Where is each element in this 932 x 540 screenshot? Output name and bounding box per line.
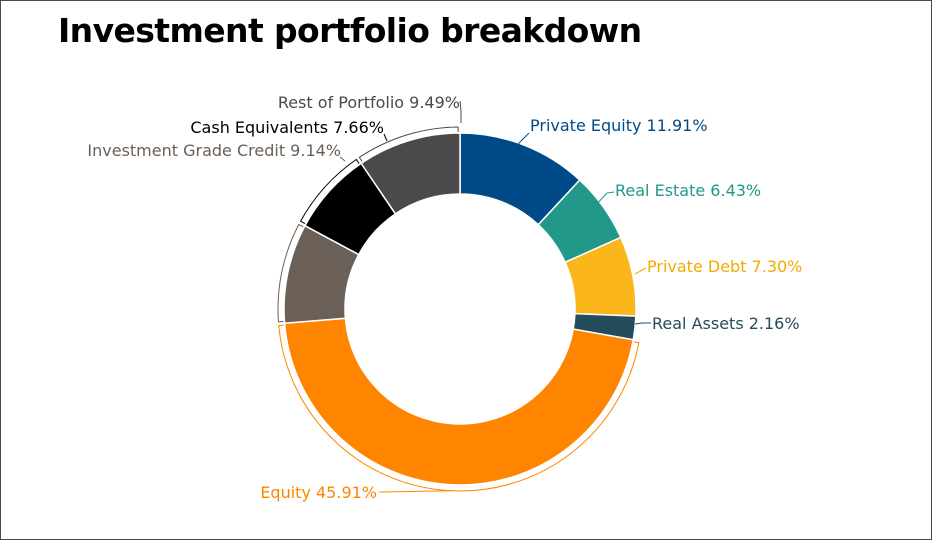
slice-rest-of-portfolio[interactable] — [360, 132, 461, 215]
leader-bracket-cash-equivalents — [299, 158, 360, 225]
slice-label-real-estate: Real Estate 6.43% — [615, 181, 761, 200]
slice-label-cash-equivalents: Cash Equivalents 7.66% — [190, 118, 384, 137]
leader-line-real-assets — [634, 322, 651, 325]
leader-bracket-investment-grade-credit — [277, 223, 304, 323]
leader-line-private-debt — [634, 267, 647, 275]
slice-label-real-assets: Real Assets 2.16% — [652, 314, 800, 333]
slice-group — [283, 132, 637, 486]
label-group: Private Equity 11.91% Real Estate 6.43% Pr… — [87, 93, 802, 502]
leader-line-private-equity — [506, 132, 530, 168]
leader-line-investment-grade-credit — [339, 156, 346, 162]
chart-title: Investment portfolio breakdown — [58, 11, 642, 50]
leader-line-real-estate — [594, 191, 615, 207]
leader-bracket-rest-of-portfolio — [358, 126, 459, 162]
leader-line-cash-equivalents — [383, 133, 388, 142]
leader-line-rest-of-portfolio — [459, 100, 462, 123]
slice-label-private-debt: Private Debt 7.30% — [647, 257, 802, 276]
leader-line-group — [277, 100, 651, 493]
slice-label-equity: Equity 45.91% — [260, 483, 377, 502]
leader-line-equity — [378, 490, 452, 493]
slice-equity[interactable] — [283, 317, 635, 486]
slice-label-private-equity: Private Equity 11.91% — [530, 116, 708, 135]
slice-label-investment-grade-credit: Investment Grade Credit 9.14% — [87, 141, 341, 160]
slice-label-rest-of-portfolio: Rest of Portfolio 9.49% — [278, 93, 460, 112]
leader-bracket-equity — [278, 324, 640, 492]
